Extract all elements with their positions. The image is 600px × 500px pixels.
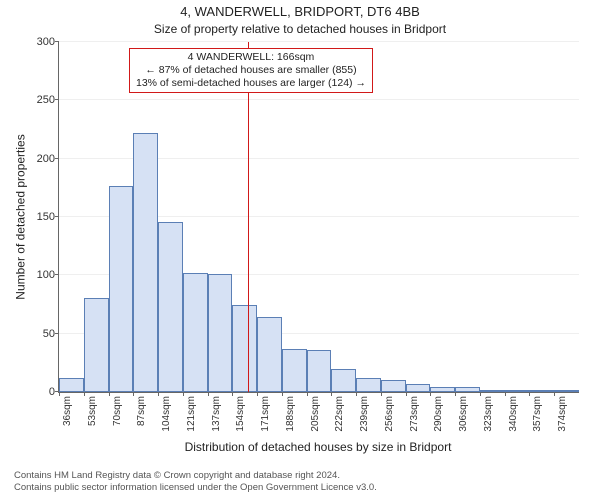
x-tick-label: 154sqm bbox=[235, 396, 246, 432]
x-tick-label: 340sqm bbox=[508, 396, 519, 432]
x-tick-label: 121sqm bbox=[186, 396, 197, 432]
histogram-bar bbox=[59, 378, 84, 392]
annotation-line-3: 13% of semi-detached houses are larger (… bbox=[136, 77, 366, 90]
y-tick bbox=[55, 216, 59, 217]
x-tick bbox=[208, 392, 209, 396]
y-tick bbox=[55, 41, 59, 42]
x-tick bbox=[381, 392, 382, 396]
x-tick-label: 188sqm bbox=[285, 396, 296, 432]
x-tick-label: 374sqm bbox=[557, 396, 568, 432]
chart-subtitle: Size of property relative to detached ho… bbox=[0, 22, 600, 36]
x-tick bbox=[307, 392, 308, 396]
x-tick-label: 205sqm bbox=[310, 396, 321, 432]
histogram-bar bbox=[307, 350, 332, 392]
histogram-bar bbox=[133, 133, 158, 392]
histogram-bar bbox=[356, 378, 381, 392]
x-tick-label: 171sqm bbox=[260, 396, 271, 432]
x-tick bbox=[158, 392, 159, 396]
histogram-bar bbox=[406, 384, 431, 392]
x-tick bbox=[356, 392, 357, 396]
histogram-bar bbox=[554, 390, 579, 392]
chart-title: 4, WANDERWELL, BRIDPORT, DT6 4BB bbox=[0, 4, 600, 19]
footer-attribution: Contains HM Land Registry data © Crown c… bbox=[14, 470, 377, 494]
x-tick-label: 104sqm bbox=[161, 396, 172, 432]
gridline bbox=[59, 99, 579, 100]
x-tick bbox=[183, 392, 184, 396]
y-tick-label: 250 bbox=[37, 94, 55, 106]
y-tick bbox=[55, 99, 59, 100]
histogram-bar bbox=[529, 390, 554, 392]
x-tick bbox=[232, 392, 233, 396]
annotation-line-1: 4 WANDERWELL: 166sqm bbox=[136, 51, 366, 64]
marker-line bbox=[248, 42, 249, 392]
y-tick-label: 200 bbox=[37, 153, 55, 165]
histogram-bar bbox=[183, 273, 208, 392]
x-tick-label: 357sqm bbox=[532, 396, 543, 432]
x-tick bbox=[529, 392, 530, 396]
gridline bbox=[59, 41, 579, 42]
histogram-bar bbox=[455, 387, 480, 392]
histogram-bar bbox=[331, 369, 356, 392]
x-tick bbox=[109, 392, 110, 396]
histogram-bar bbox=[208, 274, 233, 392]
footer-line-2: Contains public sector information licen… bbox=[14, 482, 377, 494]
x-tick-label: 323sqm bbox=[483, 396, 494, 432]
histogram-bar bbox=[109, 186, 134, 393]
plot-area: 05010015020025030036sqm53sqm70sqm87sqm10… bbox=[58, 42, 579, 393]
x-tick-label: 36sqm bbox=[62, 396, 73, 426]
x-tick bbox=[406, 392, 407, 396]
x-tick-label: 256sqm bbox=[384, 396, 395, 432]
property-size-histogram: 4, WANDERWELL, BRIDPORT, DT6 4BB Size of… bbox=[0, 0, 600, 500]
y-tick-label: 300 bbox=[37, 36, 55, 48]
x-tick-label: 273sqm bbox=[409, 396, 420, 432]
x-tick bbox=[84, 392, 85, 396]
x-tick-label: 87sqm bbox=[136, 396, 147, 426]
x-axis-label: Distribution of detached houses by size … bbox=[58, 440, 578, 454]
histogram-bar bbox=[430, 387, 455, 392]
y-tick bbox=[55, 158, 59, 159]
annotation-line-2: ← 87% of detached houses are smaller (85… bbox=[136, 64, 366, 77]
x-tick bbox=[257, 392, 258, 396]
x-tick-label: 290sqm bbox=[433, 396, 444, 432]
histogram-bar bbox=[282, 349, 307, 392]
y-tick-label: 0 bbox=[49, 386, 55, 398]
histogram-bar bbox=[84, 298, 109, 393]
x-tick bbox=[133, 392, 134, 396]
y-tick bbox=[55, 333, 59, 334]
y-tick bbox=[55, 274, 59, 275]
y-tick-label: 150 bbox=[37, 211, 55, 223]
x-tick bbox=[282, 392, 283, 396]
histogram-bar bbox=[232, 305, 257, 393]
x-tick bbox=[455, 392, 456, 396]
x-tick-label: 70sqm bbox=[112, 396, 123, 426]
footer-line-1: Contains HM Land Registry data © Crown c… bbox=[14, 470, 377, 482]
x-tick-label: 239sqm bbox=[359, 396, 370, 432]
annotation-box: 4 WANDERWELL: 166sqm← 87% of detached ho… bbox=[129, 48, 373, 93]
x-tick bbox=[331, 392, 332, 396]
x-tick-label: 306sqm bbox=[458, 396, 469, 432]
x-tick-label: 53sqm bbox=[87, 396, 98, 426]
x-tick bbox=[480, 392, 481, 396]
y-axis-label: Number of detached properties bbox=[14, 42, 28, 392]
x-tick bbox=[430, 392, 431, 396]
histogram-bar bbox=[381, 380, 406, 392]
histogram-bar bbox=[257, 317, 282, 392]
x-tick-label: 222sqm bbox=[334, 396, 345, 432]
y-tick-label: 100 bbox=[37, 269, 55, 281]
x-tick-label: 137sqm bbox=[211, 396, 222, 432]
y-tick-label: 50 bbox=[43, 328, 55, 340]
histogram-bar bbox=[505, 390, 530, 392]
histogram-bar bbox=[480, 390, 505, 392]
x-tick bbox=[505, 392, 506, 396]
x-tick bbox=[59, 392, 60, 396]
x-tick bbox=[554, 392, 555, 396]
histogram-bar bbox=[158, 222, 183, 392]
